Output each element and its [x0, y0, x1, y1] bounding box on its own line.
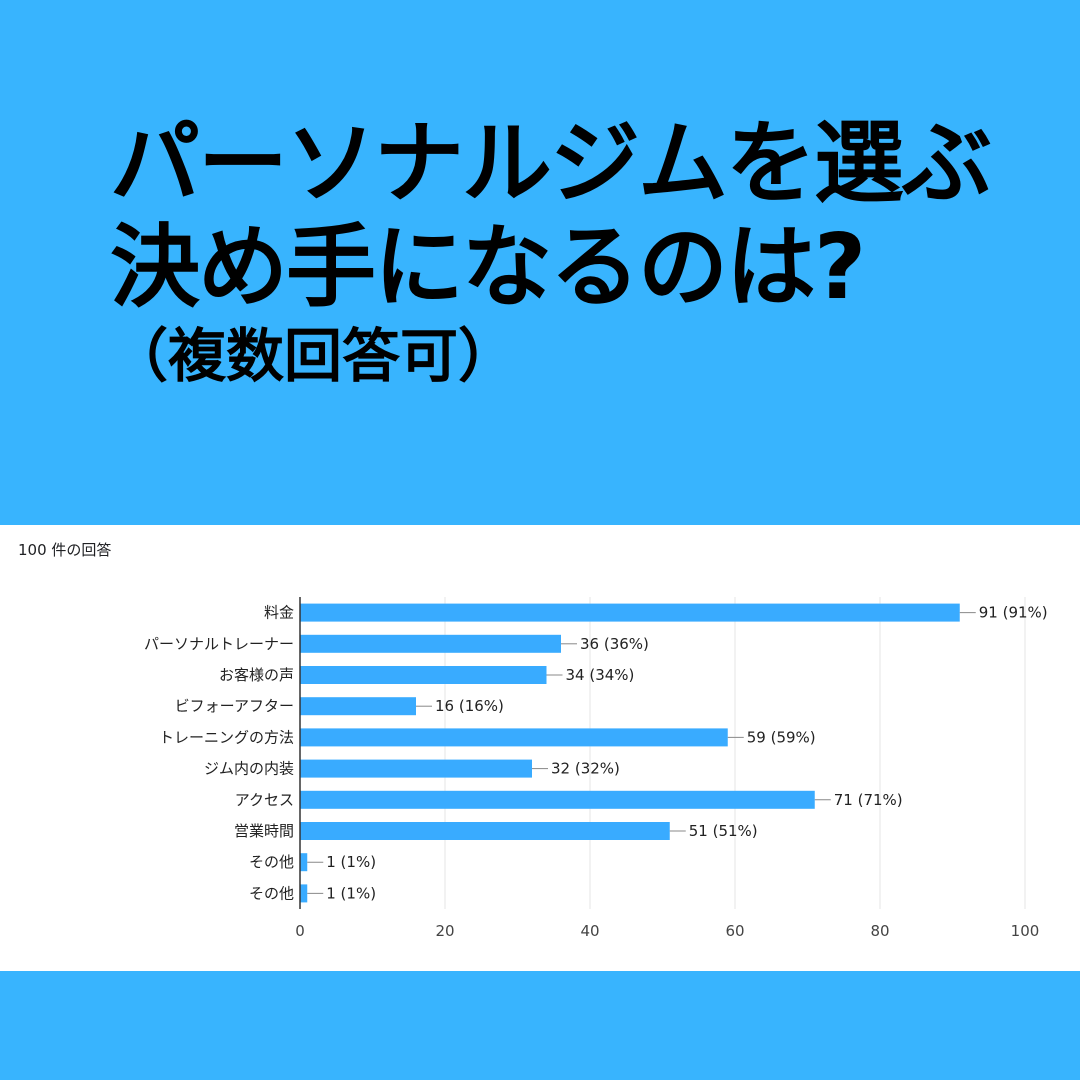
bar-chart: 0 20 40 60 80 100 料金 91 (91%) パーソナルトレーナー 36 (36%)… [144, 597, 1048, 940]
bar [300, 884, 308, 903]
response-count: 100 件の回答 [18, 541, 112, 559]
headline: パーソナルジムを選ぶ 決め手になるのは? （複数回答可） [110, 111, 992, 392]
x-tick-label: 20 [435, 922, 454, 940]
category-label: ジム内の内装 [204, 760, 294, 778]
value-label: 91 (91%) [979, 604, 1048, 622]
bar [300, 666, 547, 684]
bar [300, 853, 308, 872]
x-tick-label: 40 [580, 922, 599, 940]
value-label: 32 (32%) [551, 760, 620, 778]
bar [300, 697, 416, 716]
category-label: トレーニングの方法 [159, 728, 294, 746]
category-label: その他 [249, 884, 294, 902]
value-label: 16 (16%) [435, 697, 504, 715]
x-tick-label: 80 [870, 922, 889, 940]
value-label: 71 (71%) [834, 791, 903, 809]
value-label: 1 (1%) [326, 884, 376, 902]
chart-panel: 100 件の回答 0 20 40 60 80 100 料金 91 (91%) パーソナルトレーナ… [0, 525, 1080, 971]
value-label: 51 (51%) [689, 822, 758, 840]
bar [300, 822, 670, 840]
headline-line-1: パーソナルジムを選ぶ [110, 111, 992, 216]
bar [300, 728, 728, 747]
bar [300, 603, 960, 622]
category-label: 営業時間 [234, 822, 294, 840]
value-label: 36 (36%) [580, 635, 649, 653]
value-label: 34 (34%) [566, 666, 635, 684]
x-tick-label: 0 [295, 922, 305, 940]
category-label: 料金 [264, 604, 294, 622]
value-label: 1 (1%) [326, 853, 376, 871]
value-label: 59 (59%) [747, 728, 816, 746]
headline-line-2: 決め手になるのは? [110, 215, 866, 320]
x-tick-label: 60 [725, 922, 744, 940]
headline-line-3: （複数回答可） [110, 322, 517, 390]
category-label: ビフォーアフター [175, 697, 294, 715]
bar [300, 634, 561, 653]
category-label: お客様の声 [219, 666, 294, 684]
bar [300, 759, 532, 778]
category-label: アクセス [235, 791, 294, 809]
x-tick-label: 100 [1011, 922, 1040, 940]
category-label: パーソナルトレーナー [144, 635, 294, 653]
bar [300, 790, 815, 809]
category-label: その他 [249, 853, 294, 871]
